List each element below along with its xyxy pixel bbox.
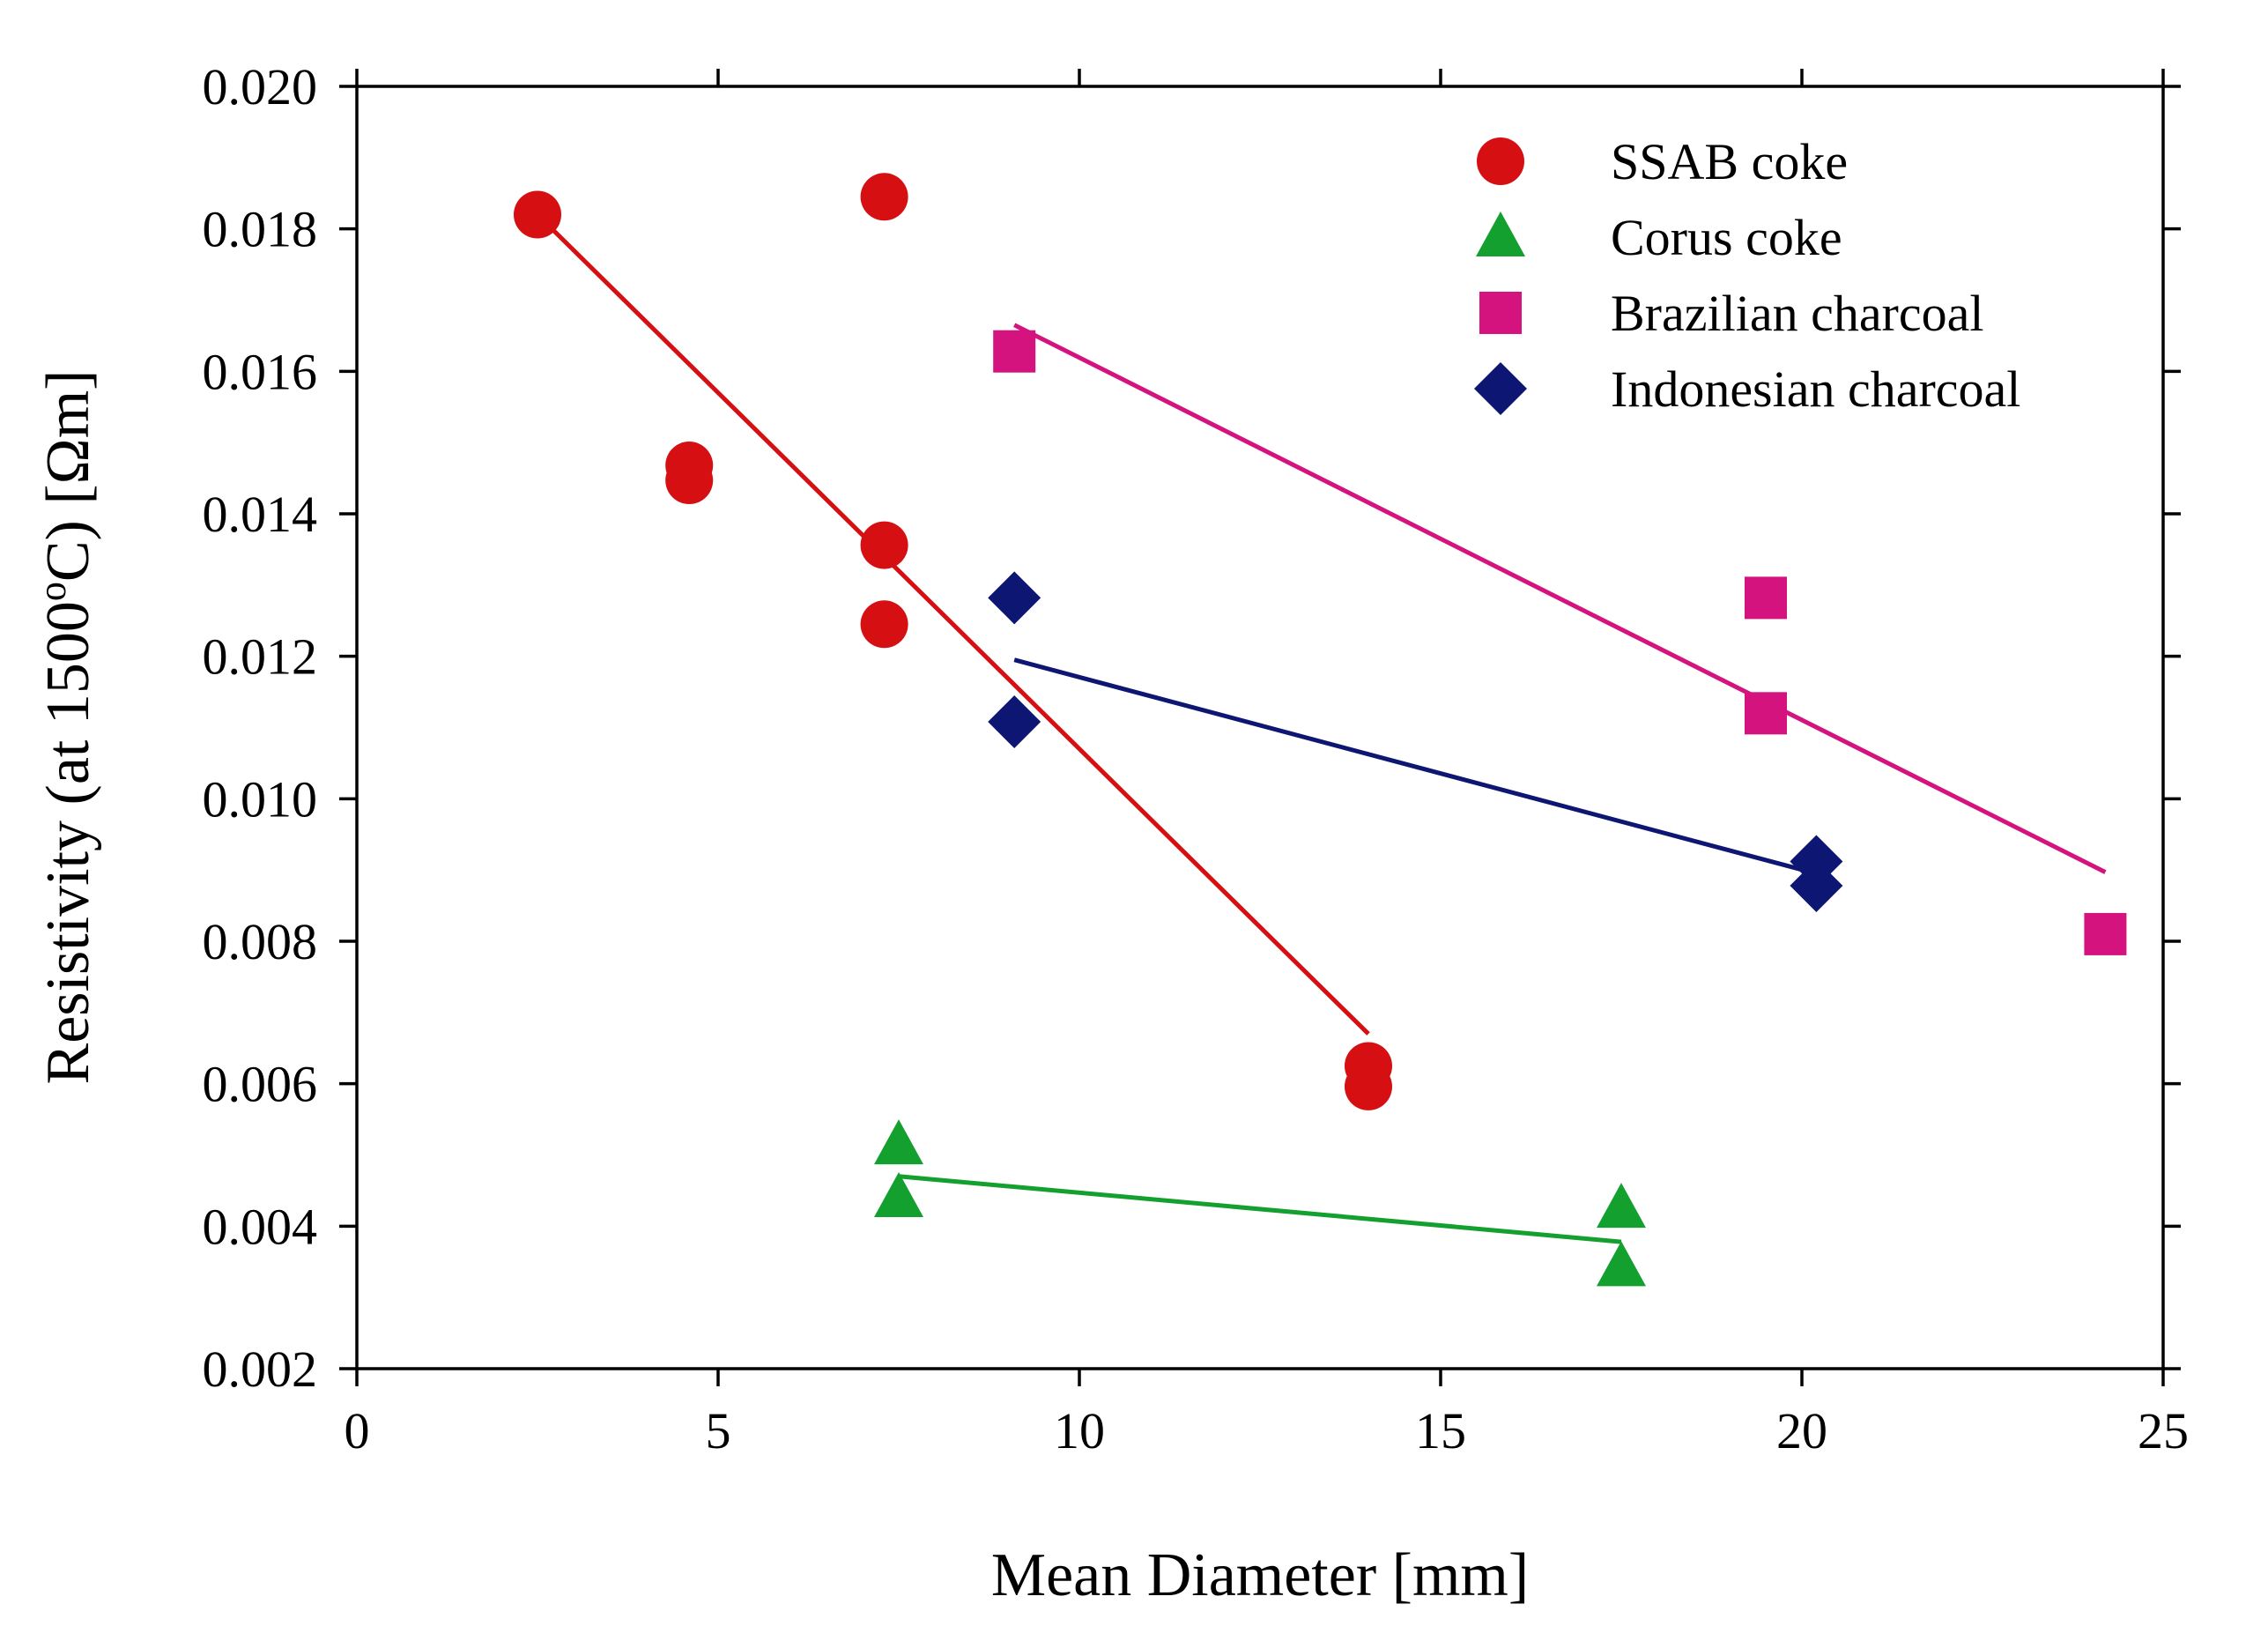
fit-line-indonesian-charcoal: [1013, 657, 1818, 876]
point-ssab-coke-4: [860, 521, 908, 569]
legend-marker-ssab-coke: [1477, 137, 1524, 185]
data-markers: [514, 173, 2127, 1287]
plot-area: 0 5 10 15 20 25 0.002 0.004 0.006 0.008 0.010 0.01…: [203, 58, 2190, 1459]
legend-label-brazilian-charcoal: Brazilian charcoal: [1611, 285, 1983, 342]
x-tick-label-5: 25: [2138, 1402, 2189, 1459]
x-tick-label-0: 0: [345, 1402, 370, 1459]
point-ssab-coke-7: [1345, 1062, 1392, 1110]
x-tick-label-3: 15: [1415, 1402, 1466, 1459]
point-brazilian-charcoal-1: [1745, 576, 1787, 620]
y-tick-label-9: 0.020: [203, 58, 318, 115]
fit-lines: [536, 212, 2107, 1244]
x-axis-ticks: 0 5 10 15 20 25: [345, 69, 2189, 1459]
y-tick-label-8: 0.018: [203, 201, 318, 258]
plot-frame: [355, 85, 2165, 1370]
x-axis-title: Mean Diameter [mm]: [991, 1541, 1529, 1609]
legend-marker-brazilian-charcoal: [1479, 292, 1522, 334]
x-tick-label-1: 5: [706, 1402, 731, 1459]
point-ssab-coke-0: [514, 190, 561, 239]
point-indonesian-charcoal-1: [988, 695, 1041, 749]
point-brazilian-charcoal-3: [2084, 912, 2127, 955]
fit-line-brazilian-charcoal: [1013, 323, 2107, 874]
y-tick-label-2: 0.006: [203, 1056, 318, 1113]
y-axis-ticks: 0.002 0.004 0.006 0.008 0.010 0.012 0.014 0.016…: [203, 58, 2181, 1398]
point-ssab-coke-3: [665, 457, 714, 505]
y-tick-label-3: 0.008: [203, 913, 318, 970]
point-indonesian-charcoal-0: [988, 571, 1041, 625]
point-ssab-coke-5: [860, 600, 908, 649]
point-corus-coke-1: [874, 1172, 923, 1217]
point-corus-coke-0: [874, 1119, 923, 1165]
legend-marker-indonesian-charcoal: [1474, 362, 1527, 415]
y-axis-title-suffix: C) [Ωm]: [34, 370, 102, 583]
point-corus-coke-2: [1597, 1183, 1646, 1229]
y-axis-title: Resistivity (at 1500oC) [Ωm]: [31, 370, 102, 1085]
fit-line-corus-coke: [898, 1174, 1622, 1244]
legend-marker-corus-coke: [1476, 212, 1525, 256]
y-tick-label-1: 0.004: [203, 1198, 318, 1255]
legend: SSAB coke Corus coke Brazilian charcoal Ind…: [1474, 133, 2020, 418]
x-tick-label-4: 20: [1776, 1402, 1827, 1459]
y-tick-label-6: 0.014: [203, 486, 318, 543]
fit-line-ssab-coke: [536, 212, 1370, 1036]
point-brazilian-charcoal-0: [993, 330, 1036, 373]
legend-label-ssab-coke: SSAB coke: [1611, 133, 1848, 190]
legend-label-indonesian-charcoal: Indonesian charcoal: [1611, 360, 2020, 418]
x-tick-label-2: 10: [1054, 1402, 1105, 1459]
point-brazilian-charcoal-2: [1745, 692, 1787, 735]
point-indonesian-charcoal-3: [1790, 858, 1843, 912]
y-tick-label-7: 0.016: [203, 343, 318, 400]
legend-label-corus-coke: Corus coke: [1611, 209, 1842, 266]
point-ssab-coke-1: [860, 173, 908, 221]
y-tick-label-0: 0.002: [203, 1340, 318, 1398]
point-corus-coke-3: [1597, 1241, 1646, 1287]
y-axis-title-prefix: Resistivity (at 1500: [34, 601, 102, 1084]
y-tick-label-5: 0.012: [203, 628, 318, 686]
y-tick-label-4: 0.010: [203, 770, 318, 828]
y-axis-title-superscript: o: [31, 582, 74, 601]
